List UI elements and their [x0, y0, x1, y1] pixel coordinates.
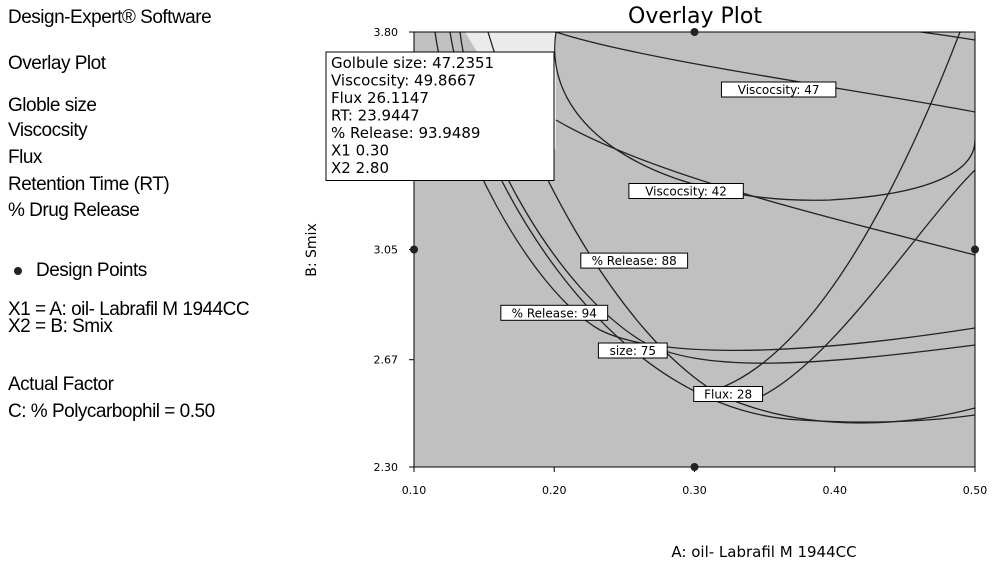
contour-label: size: 75 [597, 342, 668, 359]
design-points-label: Design Points [36, 260, 147, 281]
contour-label-text: % Release: 88 [592, 254, 677, 268]
design-point-marker-icon [14, 267, 22, 275]
design-point [690, 463, 699, 471]
x1-definition: X1 = A: oil- Labrafil M 1944CC [8, 299, 250, 320]
x-tick-label: 0.40 [823, 484, 848, 497]
contour-flux-28 [694, 32, 961, 396]
flag-line: X1 0.30 [331, 142, 389, 160]
contour-label-box [720, 81, 837, 98]
response-item: Globle size [8, 95, 97, 116]
y-tick-label: 2.67 [374, 354, 399, 367]
x-tick-label: 0.10 [402, 484, 427, 497]
contour-viscosity-47 [555, 32, 975, 113]
y-tick-label: 3.05 [374, 244, 399, 257]
flag-line: RT: 23.9447 [331, 107, 420, 125]
y-axis-label: B: Smix [304, 223, 320, 276]
contour-labels: Viscocsity: 47 Viscocsity: 42 % Release: 8… [500, 81, 837, 402]
design-point [971, 245, 979, 254]
contour-label-box [597, 342, 668, 359]
flag-line: X2 2.80 [331, 159, 389, 177]
chart-title: Overlay Plot [628, 4, 762, 29]
y-tick-label: 2.30 [374, 461, 399, 474]
contour-label: Viscocsity: 47 [720, 81, 837, 98]
design-point [690, 28, 699, 36]
y-axis-ticks: 2.30 2.67 3.05 3.80 [374, 26, 414, 474]
actual-factor-header: Actual Factor [8, 374, 114, 395]
contour-label-box [628, 183, 744, 199]
x-axis-label: A: oil- Labrafil M 1944CC [671, 543, 856, 561]
contour-ellipse-upper [554, 32, 975, 201]
contour-label-text: size: 75 [610, 344, 656, 358]
response-item: Retention Time (RT) [8, 174, 170, 195]
x-tick-label: 0.20 [542, 484, 567, 497]
contour-flux-28-outer [759, 169, 975, 398]
contour-label: Flux: 28 [693, 386, 764, 402]
response-item: Flux [8, 147, 42, 168]
contour-label-text: Viscocsity: 42 [645, 185, 727, 199]
design-points [410, 28, 979, 471]
contour-label-text: Flux: 28 [704, 388, 752, 402]
flag-line: Viscocsity: 49.8667 [331, 72, 476, 90]
contour-label-box [500, 304, 609, 321]
flag-box-border [325, 51, 555, 181]
response-item: Viscocsity [8, 120, 88, 141]
x-tick-label: 0.30 [682, 484, 707, 497]
legend-panel: Design-Expert® Software Overlay Plot Glo… [8, 0, 328, 571]
contour-label: % Release: 94 [500, 304, 609, 321]
flag-line: Golbule size: 47.2351 [331, 54, 494, 72]
actual-factor-value: C: % Polycarbophil = 0.50 [8, 401, 215, 422]
contour-label: % Release: 88 [580, 252, 689, 269]
contour-label: Viscocsity: 42 [628, 183, 744, 199]
x2-definition: X2 = B: Smix [8, 316, 113, 337]
x-tick-label: 0.50 [963, 484, 988, 497]
flag-line: Flux 26.1147 [331, 89, 429, 107]
contour-label-text: % Release: 94 [512, 306, 597, 320]
contour-label-text: Viscocsity: 47 [738, 83, 820, 97]
design-point [410, 245, 418, 254]
y-tick-label: 3.80 [374, 26, 399, 39]
contour-label-box [580, 252, 689, 269]
contour-label-box [693, 386, 764, 402]
plot-type-label: Overlay Plot [8, 53, 106, 74]
response-item: % Drug Release [8, 200, 140, 221]
x-axis-ticks: 0.10 0.20 0.30 0.40 0.50 [402, 467, 988, 497]
flag-line: % Release: 93.9489 [331, 124, 480, 142]
software-name: Design-Expert® Software [8, 7, 212, 28]
